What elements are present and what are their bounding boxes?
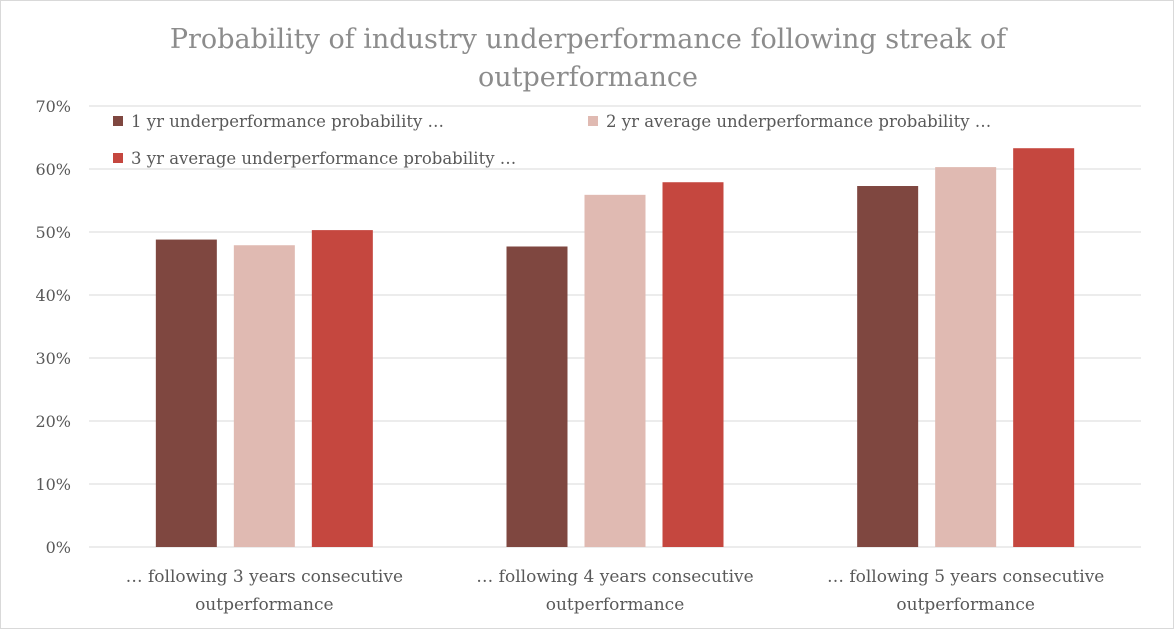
x-tick-label: … following 5 years consecutive — [827, 567, 1104, 587]
bar-s3-c3 — [1013, 148, 1075, 547]
y-tick-label: 0% — [46, 538, 71, 557]
legend-swatch — [113, 116, 123, 126]
legend-label: 3 yr average underperformance probabilit… — [131, 149, 516, 168]
legend-item: 1 yr underperformance probability … — [113, 112, 444, 131]
y-tick-label: 70% — [35, 97, 71, 116]
bar-s1-c2 — [506, 246, 568, 548]
bar-s3-c2 — [662, 182, 724, 548]
bars — [155, 148, 1075, 548]
legend-label: 1 yr underperformance probability … — [131, 112, 444, 131]
bar-s1-c3 — [857, 186, 919, 547]
legend: 1 yr underperformance probability … 2 yr … — [113, 112, 991, 168]
x-tick-label: … following 3 years consecutive — [126, 567, 403, 587]
legend-swatch — [113, 153, 123, 163]
chart-title: Probability of industry underperformance… — [170, 24, 1008, 93]
x-tick-label: outperformance — [195, 595, 334, 615]
chart-title-line: Probability of industry underperformance… — [170, 24, 1008, 55]
y-tick-label: 60% — [35, 160, 71, 179]
y-tick-label: 50% — [35, 223, 71, 242]
y-tick-label: 10% — [35, 475, 71, 494]
y-tick-label: 20% — [35, 412, 71, 431]
legend-label: 2 yr average underperformance probabilit… — [606, 112, 991, 131]
x-tick-label: outperformance — [896, 595, 1035, 615]
x-axis: … following 3 years consecutive outperfor… — [126, 567, 1105, 615]
x-tick-label: … following 4 years consecutive — [476, 567, 753, 587]
legend-item: 2 yr average underperformance probabilit… — [588, 112, 991, 131]
y-tick-label: 30% — [35, 349, 71, 368]
y-axis: 0% 10% 20% 30% 40% 50% 60% 70% — [35, 97, 71, 557]
bar-s2-c2 — [584, 194, 646, 547]
bar-s2-c1 — [233, 245, 295, 548]
x-tick-label: outperformance — [546, 595, 685, 615]
bar-s3-c1 — [311, 230, 373, 548]
y-tick-label: 40% — [35, 286, 71, 305]
bar-s1-c1 — [155, 239, 217, 547]
chart-title-line: outperformance — [478, 62, 698, 93]
legend-swatch — [588, 116, 598, 126]
legend-item: 3 yr average underperformance probabilit… — [113, 149, 516, 168]
bar-s2-c3 — [935, 167, 997, 548]
